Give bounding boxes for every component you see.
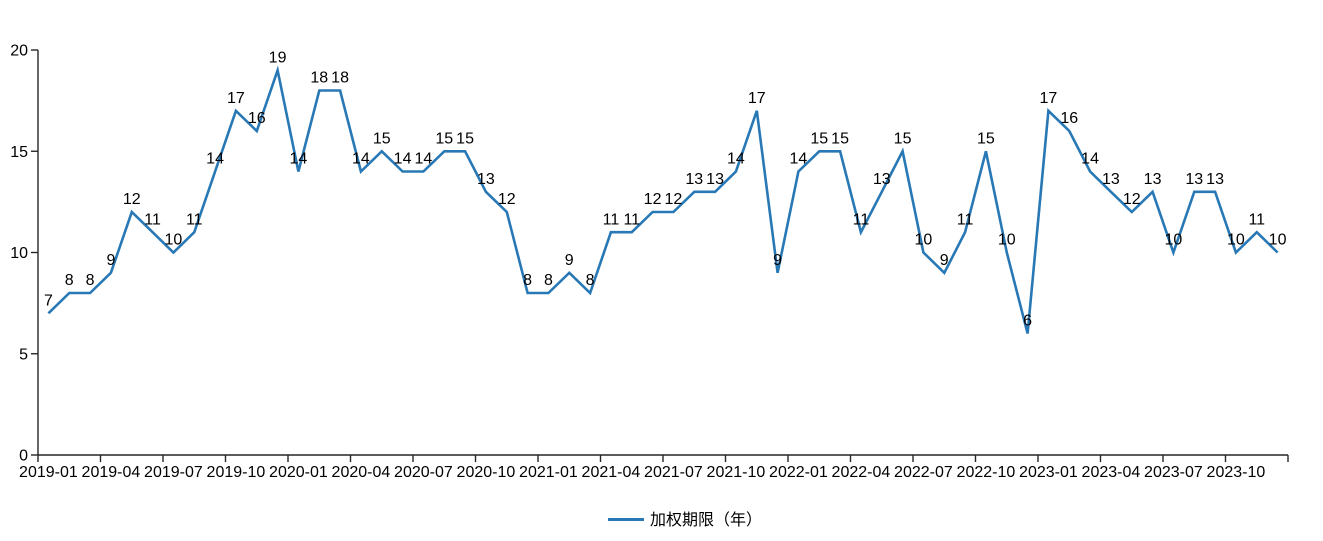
data-point-label: 13 — [1102, 171, 1120, 188]
data-point-label: 14 — [290, 151, 308, 168]
x-axis-tick-label: 2021-10 — [707, 464, 766, 481]
data-point-label: 15 — [810, 130, 828, 147]
data-point-label: 11 — [144, 211, 161, 228]
x-axis-tick-label: 2023-04 — [1082, 464, 1141, 481]
data-point-label: 17 — [1040, 90, 1058, 107]
x-axis-tick-label: 2022-01 — [769, 464, 828, 481]
data-point-label: 10 — [1227, 232, 1245, 249]
data-point-label: 15 — [435, 130, 453, 147]
data-point-label: 8 — [86, 272, 95, 289]
data-point-label: 8 — [544, 272, 553, 289]
data-point-label: 10 — [1165, 232, 1183, 249]
x-axis-tick-label: 2023-10 — [1207, 464, 1266, 481]
data-point-label: 14 — [727, 151, 745, 168]
data-point-label: 14 — [206, 151, 224, 168]
data-point-label: 11 — [1248, 211, 1265, 228]
data-point-label: 8 — [65, 272, 74, 289]
data-point-label: 15 — [456, 130, 474, 147]
data-point-label: 18 — [331, 70, 349, 87]
legend: 加权期限（年） — [608, 511, 762, 529]
data-point-label: 8 — [586, 272, 595, 289]
legend-label: 加权期限（年） — [650, 511, 762, 529]
data-point-label: 17 — [748, 90, 766, 107]
data-point-label: 11 — [623, 211, 640, 228]
y-axis-tick-label: 0 — [19, 448, 28, 465]
x-axis-tick-label: 2022-10 — [957, 464, 1016, 481]
data-point-label: 19 — [269, 49, 287, 66]
x-axis-tick-label: 2021-04 — [582, 464, 641, 481]
data-point-label: 14 — [1081, 151, 1099, 168]
x-axis-tick-label: 2021-01 — [519, 464, 578, 481]
data-point-label: 9 — [940, 252, 949, 269]
y-axis-tick-label: 15 — [10, 144, 28, 161]
data-point-label: 16 — [248, 110, 266, 127]
data-point-label: 9 — [773, 252, 782, 269]
data-point-label: 14 — [415, 151, 433, 168]
data-point-label: 14 — [394, 151, 412, 168]
x-axis-tick-label: 2023-07 — [1144, 464, 1203, 481]
data-point-label: 9 — [565, 252, 574, 269]
x-axis-tick-label: 2019-07 — [144, 464, 203, 481]
data-point-label: 10 — [165, 232, 183, 249]
y-axis-tick-label: 20 — [10, 43, 28, 60]
data-point-label: 11 — [603, 211, 620, 228]
data-point-label: 13 — [1206, 171, 1224, 188]
data-point-label: 12 — [665, 191, 683, 208]
x-axis-tick-label: 2020-07 — [394, 464, 453, 481]
data-point-label: 11 — [957, 211, 974, 228]
y-axis-tick-label: 5 — [19, 346, 28, 363]
data-point-label: 13 — [685, 171, 703, 188]
data-point-label: 13 — [477, 171, 495, 188]
data-point-label: 10 — [1269, 232, 1287, 249]
data-point-label: 18 — [310, 70, 328, 87]
data-point-label: 15 — [831, 130, 849, 147]
x-axis-tick-label: 2022-07 — [894, 464, 953, 481]
data-point-label: 15 — [894, 130, 912, 147]
data-point-label: 15 — [977, 130, 995, 147]
data-point-label: 12 — [644, 191, 662, 208]
data-point-label: 6 — [1023, 313, 1032, 330]
x-axis-tick-label: 2020-10 — [457, 464, 516, 481]
data-point-label: 13 — [1185, 171, 1203, 188]
data-point-label: 12 — [123, 191, 141, 208]
data-point-label: 14 — [352, 151, 370, 168]
x-axis-tick-label: 2019-01 — [19, 464, 78, 481]
data-point-label: 11 — [186, 211, 203, 228]
x-axis-tick-label: 2021-07 — [644, 464, 703, 481]
data-point-label: 13 — [706, 171, 724, 188]
y-axis-tick-label: 10 — [10, 245, 28, 262]
data-point-label: 12 — [1123, 191, 1141, 208]
data-point-label: 12 — [498, 191, 516, 208]
data-point-label: 13 — [1144, 171, 1162, 188]
x-axis-tick-label: 2022-04 — [832, 464, 891, 481]
data-point-label: 8 — [523, 272, 532, 289]
x-axis-tick-label: 2023-01 — [1019, 464, 1078, 481]
data-point-label: 7 — [44, 292, 53, 309]
data-point-label: 16 — [1060, 110, 1078, 127]
x-axis-tick-label: 2019-04 — [82, 464, 141, 481]
data-point-label: 14 — [790, 151, 808, 168]
data-point-label: 15 — [373, 130, 391, 147]
data-point-label: 13 — [873, 171, 891, 188]
x-axis-tick-label: 2020-01 — [269, 464, 328, 481]
data-point-label: 10 — [915, 232, 933, 249]
data-point-label: 9 — [106, 252, 115, 269]
series-line — [47, 65, 1279, 334]
x-axis-tick-label: 2020-04 — [332, 464, 391, 481]
x-axis-tick-label: 2019-10 — [207, 464, 266, 481]
data-point-label: 10 — [998, 232, 1016, 249]
data-point-label: 11 — [853, 211, 870, 228]
data-point-label: 17 — [227, 90, 245, 107]
